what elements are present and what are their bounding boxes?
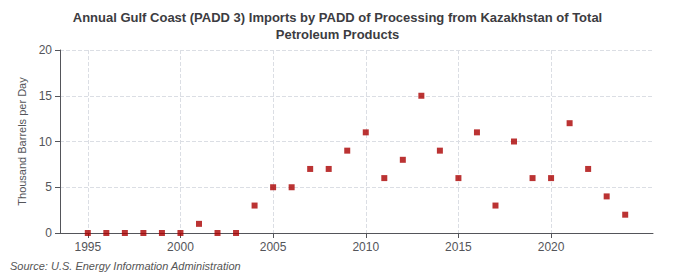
svg-text:Source: U.S. Energy Informatio: Source: U.S. Energy Information Administ… xyxy=(10,260,241,272)
svg-text:15: 15 xyxy=(39,89,53,103)
svg-text:2015: 2015 xyxy=(445,240,472,254)
svg-text:1995: 1995 xyxy=(74,240,101,254)
svg-text:2000: 2000 xyxy=(167,240,194,254)
svg-text:Annual Gulf Coast (PADD 3) Imp: Annual Gulf Coast (PADD 3) Imports by PA… xyxy=(73,10,602,25)
svg-text:Petroleum Products: Petroleum Products xyxy=(276,27,400,42)
svg-text:2010: 2010 xyxy=(352,240,379,254)
svg-text:20: 20 xyxy=(39,43,53,57)
svg-text:10: 10 xyxy=(39,135,53,149)
svg-text:5: 5 xyxy=(45,180,52,194)
svg-text:2005: 2005 xyxy=(260,240,287,254)
svg-text:2020: 2020 xyxy=(538,240,565,254)
svg-text:Thousand Barrels per Day: Thousand Barrels per Day xyxy=(16,77,28,206)
svg-text:0: 0 xyxy=(45,226,52,240)
